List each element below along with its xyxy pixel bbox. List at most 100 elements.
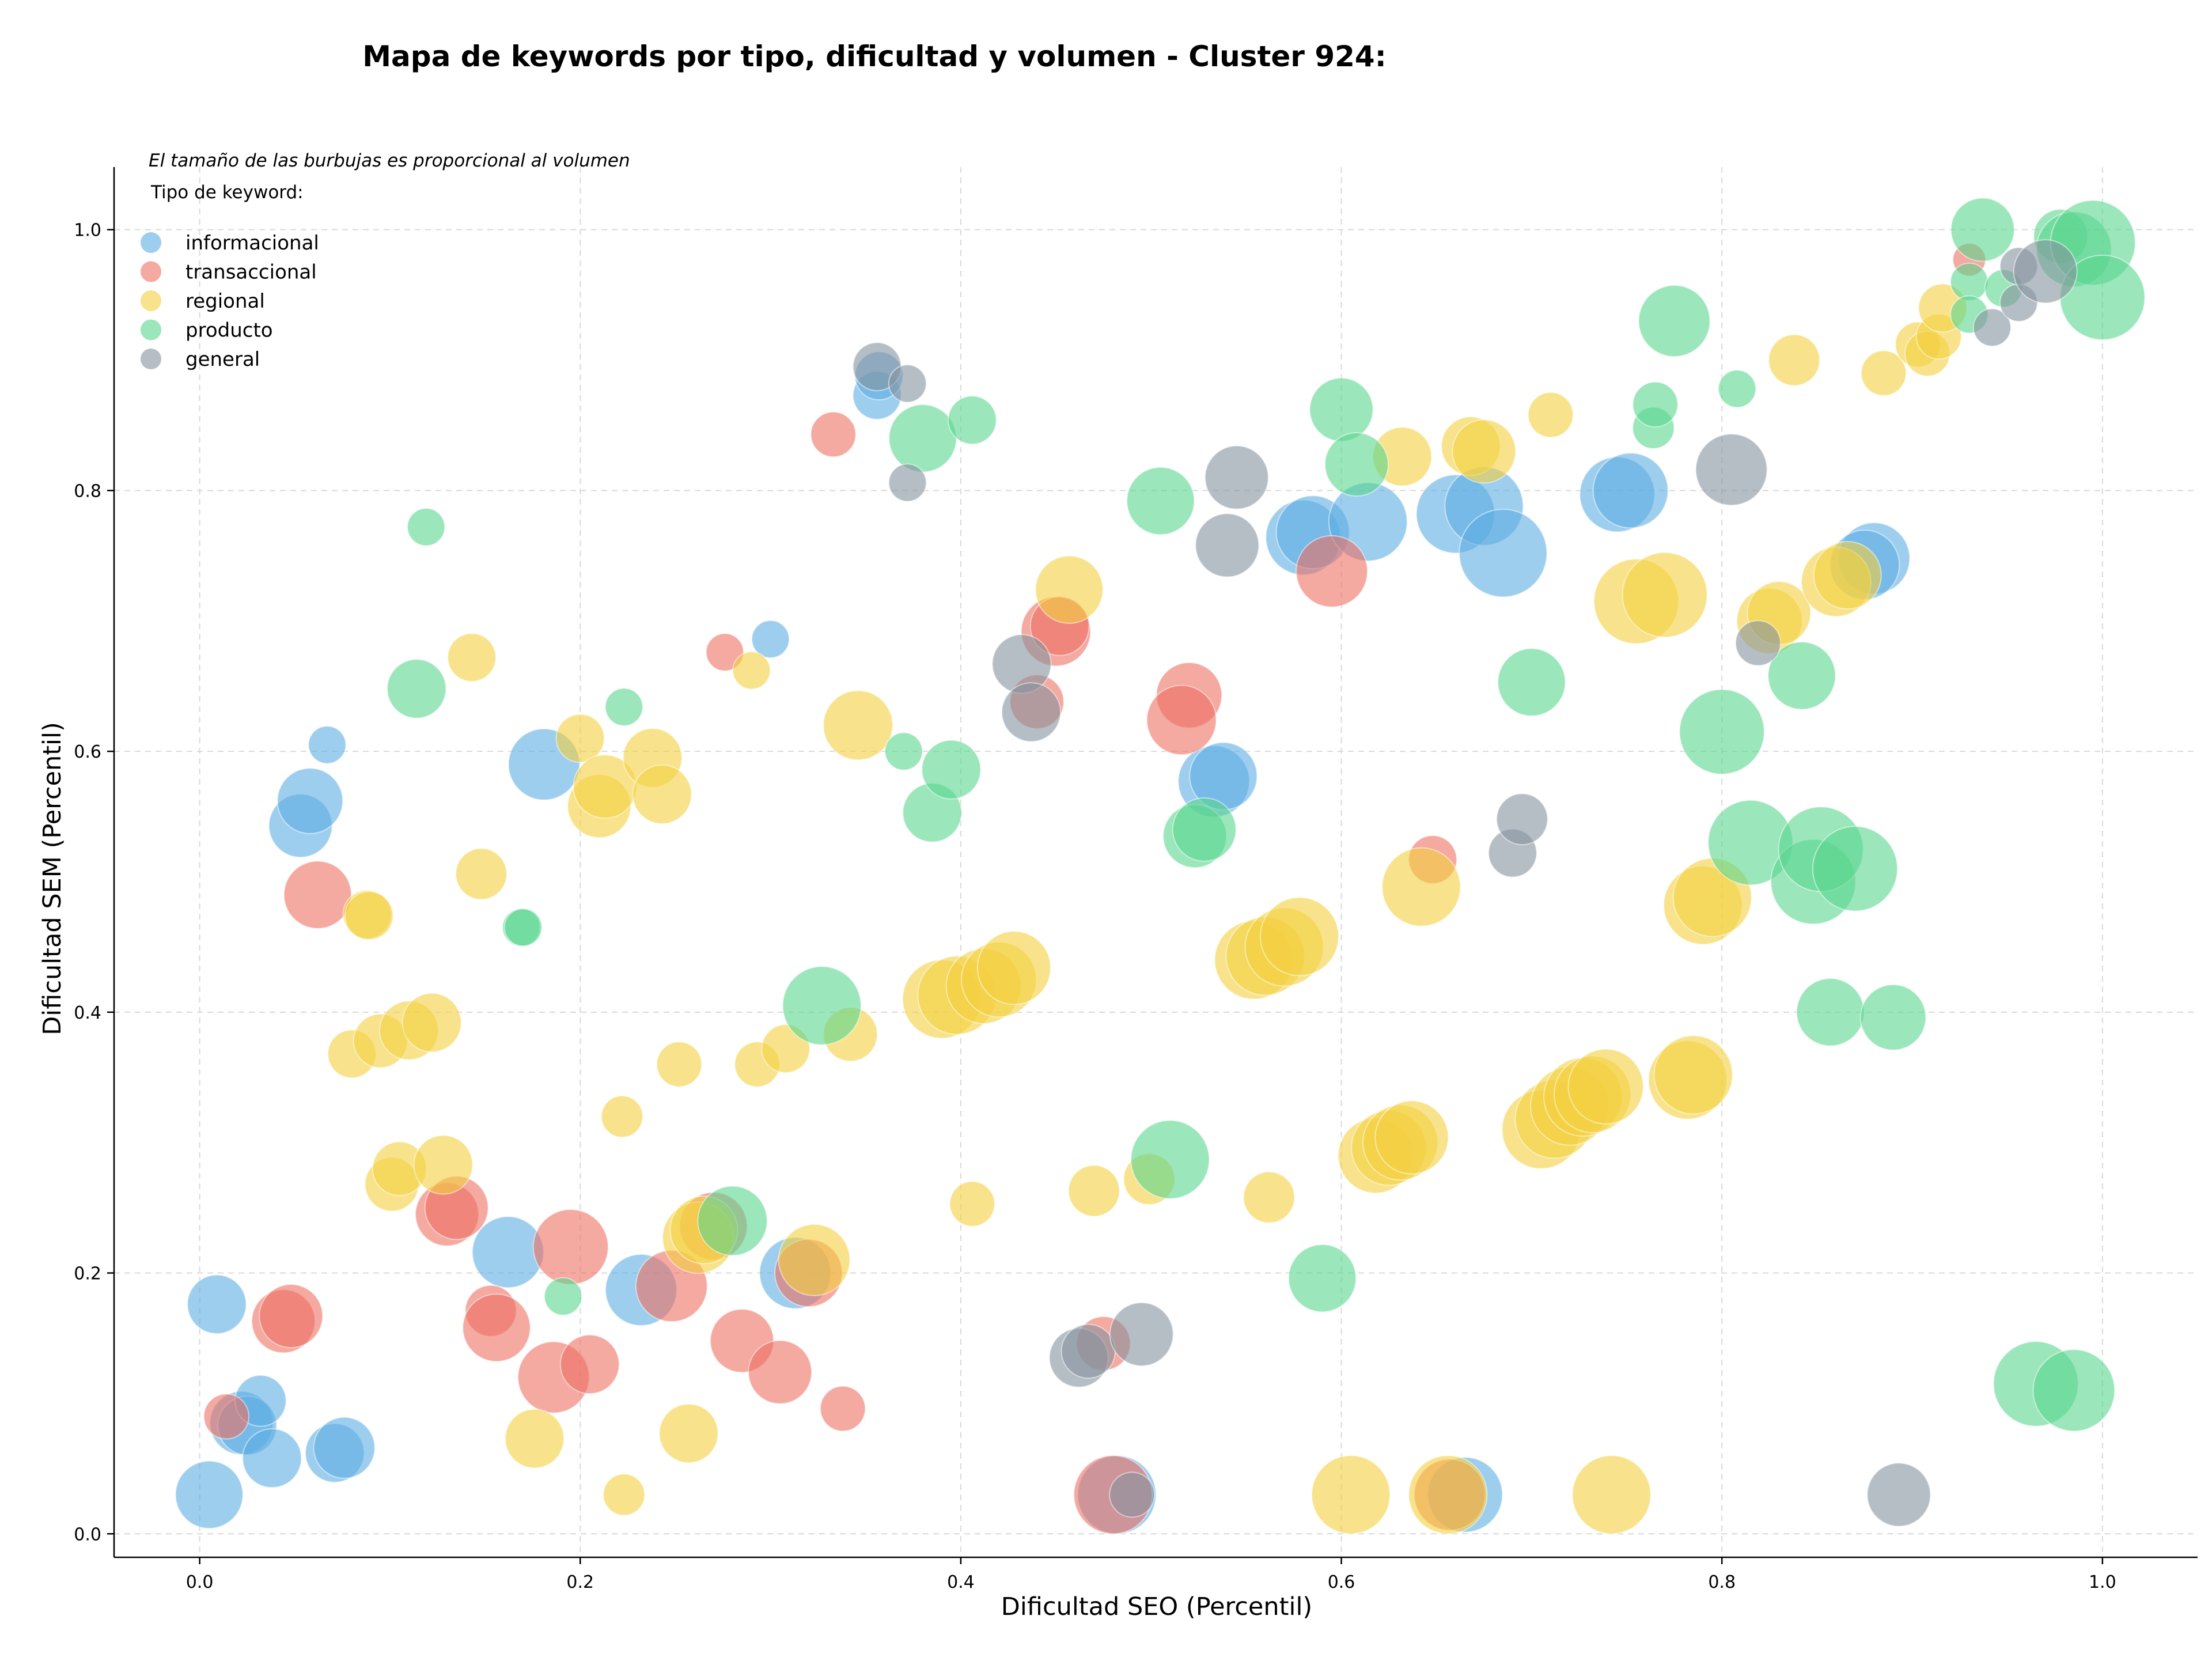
bubble-regional — [1622, 551, 1708, 638]
bubble-regional — [778, 1224, 851, 1296]
bubble-producto — [1718, 369, 1757, 408]
bubble-general — [1734, 620, 1781, 667]
bubble-regional — [656, 1041, 703, 1088]
bubble-transaccional — [1296, 535, 1368, 608]
bubble-regional — [823, 690, 893, 761]
bubble-general — [1001, 682, 1062, 743]
legend-marker-regional — [139, 289, 162, 312]
bubble-general — [1204, 445, 1269, 510]
legend-marker-general — [139, 347, 162, 370]
bubble-regional — [1311, 1455, 1391, 1535]
bubble-producto — [1796, 978, 1865, 1047]
bubble-general — [1972, 308, 2012, 347]
legend-label-regional: regional — [185, 290, 265, 313]
bubble-producto — [888, 404, 957, 473]
bubble-transaccional — [748, 1340, 813, 1405]
bubble-producto — [1130, 1119, 1210, 1200]
bubble-producto — [544, 1277, 583, 1316]
bubble-informacional — [471, 1216, 544, 1289]
bubble-general — [1695, 433, 1768, 506]
bubble-producto — [1767, 641, 1836, 710]
bubble-regional — [1381, 847, 1461, 927]
bubble-transaccional — [203, 1393, 249, 1440]
legend-label-producto: producto — [185, 319, 273, 342]
bubble-producto — [2032, 1349, 2116, 1432]
bubble-informacional — [308, 725, 347, 765]
y-tick-label: 0.6 — [74, 742, 101, 762]
bubble-producto — [1950, 197, 2015, 262]
bubble-producto — [387, 659, 447, 719]
y-tick-label: 0.8 — [74, 481, 101, 501]
bubble-producto — [503, 908, 543, 947]
bubble-regional — [413, 1134, 474, 1195]
bubble-transaccional — [462, 1293, 531, 1363]
legend-label-general: general — [185, 348, 260, 371]
bubble-general — [2013, 239, 2078, 304]
legend-note: El tamaño de las burbujas es proporciona… — [149, 150, 630, 171]
bubble-producto — [1812, 826, 1898, 912]
bubble-general — [1496, 793, 1548, 846]
bubble-producto — [1679, 688, 1765, 775]
bubble-producto — [1950, 262, 1989, 301]
legend-label-transaccional: transaccional — [185, 261, 317, 284]
x-tick-label: 0.4 — [947, 1572, 975, 1592]
bubble-informacional — [1459, 508, 1548, 598]
bubble-informacional — [1592, 452, 1669, 529]
bubble-producto — [1859, 984, 1927, 1051]
legend-title: Tipo de keyword: — [150, 182, 304, 203]
legend-marker-informacional — [139, 231, 162, 254]
axes — [107, 167, 2198, 1564]
y-tick-label: 1.0 — [74, 221, 101, 241]
bubble-regional — [555, 713, 605, 763]
bubble-regional — [1567, 1048, 1644, 1125]
bubble-producto — [1497, 648, 1566, 717]
bubble-informacional — [175, 1460, 244, 1529]
bubble-transaccional — [820, 1385, 866, 1432]
bubble-informacional — [242, 1428, 302, 1488]
bubble-regional — [732, 651, 771, 690]
bubble-regional — [1067, 1164, 1120, 1217]
bubble-regional — [1813, 540, 1882, 610]
bubble-informacional — [751, 619, 790, 659]
bubble-producto — [1309, 377, 1374, 442]
bubble-transaccional — [705, 633, 744, 672]
bubble-transaccional — [1146, 684, 1217, 755]
bubble-regional — [976, 930, 1051, 1005]
bubble-producto — [1324, 432, 1389, 497]
x-tick-label: 0.8 — [1708, 1572, 1736, 1592]
bubble-regional — [601, 1095, 643, 1138]
bubble-transaccional — [810, 411, 857, 458]
bubble-general — [1060, 1323, 1116, 1379]
y-tick-label: 0.2 — [74, 1264, 101, 1284]
bubble-regional — [455, 847, 507, 901]
bubble-regional — [504, 1409, 565, 1469]
bubble-regional — [447, 633, 497, 682]
bubble-producto — [1638, 285, 1711, 357]
bubble-regional — [1860, 350, 1907, 396]
x-tick-label: 0.0 — [186, 1572, 214, 1592]
bubble-producto — [604, 687, 643, 727]
bubble-informacional — [187, 1274, 247, 1334]
bubble-layer — [175, 197, 2146, 1535]
bubble-regional — [1768, 334, 1821, 387]
bubble-regional — [1653, 1035, 1733, 1115]
bubble-regional — [1243, 1171, 1296, 1224]
bubble-transaccional — [259, 1284, 324, 1349]
x-tick-label: 0.2 — [566, 1572, 594, 1592]
chart-title: Mapa de keywords por tipo, dificultad y … — [362, 40, 1386, 73]
bubble-producto — [947, 395, 997, 445]
bubble-regional — [658, 1403, 719, 1463]
bubble-regional — [1452, 419, 1517, 484]
bubble-producto — [697, 1185, 768, 1257]
y-tick-label: 0.0 — [74, 1524, 101, 1545]
legend-marker-producto — [139, 318, 162, 342]
bubble-regional — [1035, 555, 1104, 624]
bubble-general — [888, 364, 927, 403]
bubble-regional — [1571, 1455, 1652, 1535]
bubble-regional — [1408, 1455, 1488, 1535]
y-tick-label: 0.4 — [74, 1003, 101, 1023]
bubble-regional — [402, 992, 462, 1053]
bubble-regional — [344, 891, 394, 941]
legend-marker-transaccional — [139, 260, 162, 283]
